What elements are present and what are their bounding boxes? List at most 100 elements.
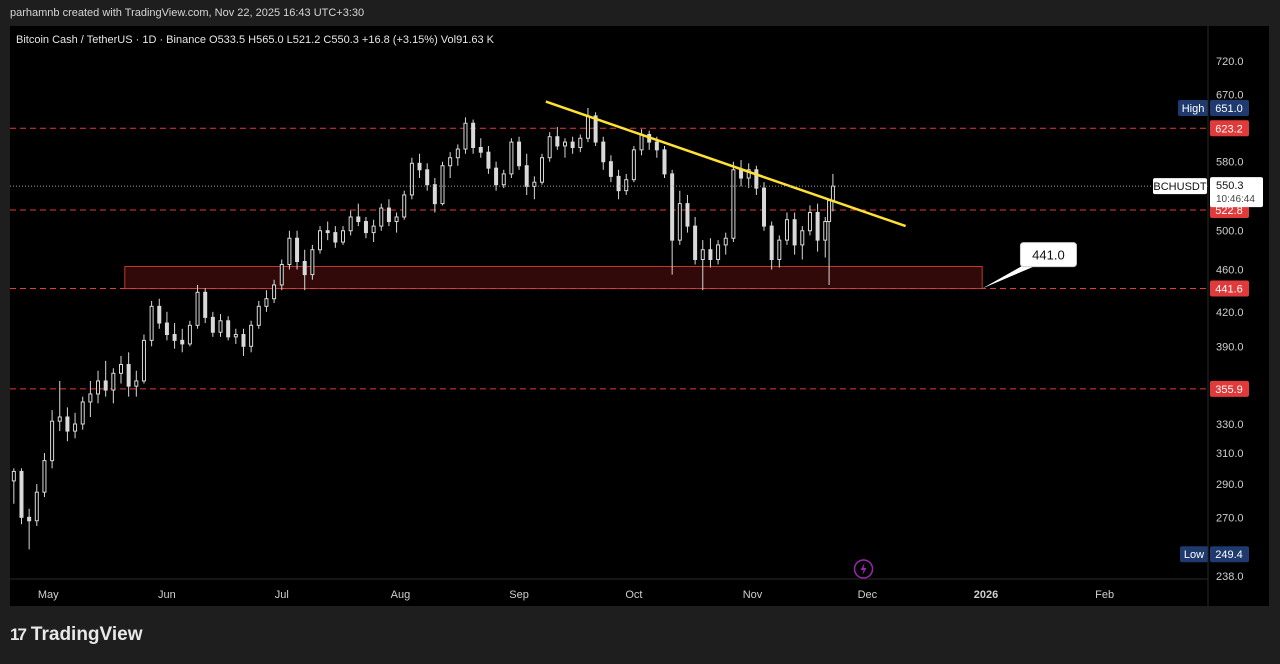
candle-body bbox=[164, 322, 169, 336]
legend-part: C550.3 bbox=[320, 34, 359, 46]
candle-body bbox=[685, 203, 690, 227]
candle bbox=[287, 230, 292, 270]
candle-body bbox=[302, 261, 307, 276]
candle-body bbox=[830, 185, 835, 202]
current-price-value: 550.3 bbox=[1216, 180, 1244, 192]
candle-body bbox=[11, 470, 16, 482]
candle bbox=[578, 134, 583, 153]
candle-body bbox=[540, 157, 545, 183]
low-value-bg bbox=[1210, 546, 1249, 563]
candle bbox=[631, 145, 636, 183]
candle bbox=[608, 155, 613, 183]
tradingview-logo[interactable]: 17 TradingView bbox=[10, 624, 143, 646]
level-label-bg bbox=[1210, 120, 1249, 137]
candle bbox=[80, 396, 85, 430]
candle-body bbox=[50, 420, 55, 462]
candle bbox=[318, 226, 323, 254]
price-tick-label: 290.0 bbox=[1216, 479, 1244, 491]
candle bbox=[417, 153, 422, 179]
low-tag-label: Low bbox=[1184, 549, 1204, 561]
candle bbox=[547, 132, 552, 162]
candle bbox=[562, 138, 567, 158]
candle bbox=[302, 249, 307, 291]
candle bbox=[769, 221, 774, 270]
candle-body bbox=[762, 187, 767, 227]
candle-body bbox=[333, 232, 338, 243]
candle bbox=[172, 323, 177, 349]
price-tick-label: 420.0 bbox=[1216, 307, 1244, 319]
candle bbox=[746, 163, 751, 189]
candle-body bbox=[363, 221, 368, 234]
candle bbox=[486, 145, 491, 174]
lightning-icon[interactable] bbox=[853, 559, 874, 579]
candle-body bbox=[700, 249, 705, 261]
candle bbox=[226, 316, 231, 341]
symbol-tag-label: BCHUSDT bbox=[1153, 181, 1206, 193]
callout-box bbox=[1019, 242, 1077, 268]
candle bbox=[157, 298, 162, 329]
candle-body bbox=[80, 401, 85, 425]
candle bbox=[256, 300, 261, 329]
candle bbox=[815, 203, 820, 252]
candle-body bbox=[34, 491, 39, 522]
candle-body bbox=[827, 200, 832, 223]
candle bbox=[670, 169, 675, 275]
candle-body bbox=[509, 141, 514, 175]
candle bbox=[509, 138, 514, 179]
price-tick-label: 580.0 bbox=[1216, 157, 1244, 169]
overlay: 441.0 High 651.0 Low 249.4 BCHUSDT 550.3 10:46:… bbox=[10, 34, 1263, 579]
candle-body bbox=[448, 157, 453, 167]
candle bbox=[792, 212, 797, 255]
level-label: 522.8 bbox=[1215, 205, 1243, 217]
candle-body bbox=[157, 305, 162, 324]
candle bbox=[624, 173, 629, 195]
candle bbox=[126, 352, 131, 397]
candle-body bbox=[723, 237, 728, 246]
candle-body bbox=[379, 207, 384, 227]
candle bbox=[700, 240, 705, 291]
candle-body bbox=[187, 324, 192, 345]
chart-frame: 623.2 522.8 441.6 355.9 441.0 High 651.0 Low 24… bbox=[10, 26, 1269, 606]
candle-body bbox=[777, 239, 782, 261]
candle-body bbox=[402, 194, 407, 218]
candle bbox=[241, 328, 246, 356]
candle-body bbox=[210, 316, 215, 333]
candle bbox=[180, 328, 185, 353]
candle bbox=[463, 117, 468, 154]
zone-callout-label: 441.0 bbox=[1032, 248, 1065, 263]
time-tick-label: Nov bbox=[743, 589, 763, 601]
candle bbox=[73, 412, 78, 439]
candle bbox=[348, 210, 353, 236]
candle bbox=[42, 453, 47, 498]
candle-body bbox=[562, 141, 567, 147]
candle bbox=[532, 176, 537, 200]
candle-body bbox=[769, 225, 774, 261]
candle bbox=[540, 153, 545, 185]
candle-body bbox=[616, 175, 621, 192]
candle-body bbox=[386, 207, 391, 223]
candle-body bbox=[118, 364, 123, 374]
lightning-circle bbox=[853, 559, 874, 579]
legend-part: Vol91.63 K bbox=[438, 34, 495, 46]
candle-body bbox=[662, 149, 667, 175]
candle bbox=[601, 136, 606, 170]
candle bbox=[96, 370, 101, 404]
chart-caption: parhamnb created with TradingView.com, N… bbox=[10, 7, 365, 19]
candle-body bbox=[585, 115, 590, 139]
candle bbox=[731, 161, 736, 243]
price-chart[interactable]: 623.2 522.8 441.6 355.9 441.0 High 651.0 Low 24… bbox=[10, 26, 1269, 606]
candle bbox=[19, 468, 24, 525]
candle bbox=[478, 138, 483, 158]
candle-body bbox=[731, 169, 736, 239]
candle bbox=[647, 130, 652, 150]
time-tick-label: May bbox=[38, 589, 59, 601]
candle-body bbox=[272, 284, 277, 300]
low-value-label: 249.4 bbox=[1215, 549, 1243, 561]
countdown-label: 10:46:44 bbox=[1216, 194, 1255, 205]
candle-body bbox=[295, 237, 300, 263]
candle-body bbox=[440, 165, 445, 205]
low-tag-bg bbox=[1180, 546, 1208, 563]
descending-trendline bbox=[545, 100, 907, 228]
candle-body bbox=[578, 137, 583, 148]
candle-body bbox=[103, 380, 108, 391]
